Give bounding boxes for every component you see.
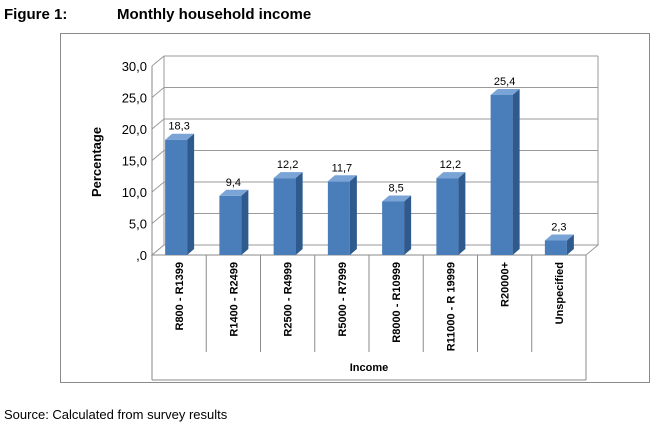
bar xyxy=(490,94,513,255)
data-label: 9,4 xyxy=(226,177,241,189)
y-tick-label: 25,0 xyxy=(122,91,147,106)
x-tick-label: R5000 - R7999 xyxy=(337,262,349,337)
gridline-connector xyxy=(151,118,165,130)
figure-label: Figure 1: xyxy=(4,6,68,23)
data-label: 11,7 xyxy=(332,162,353,174)
x-tick-label: R1400 - R2499 xyxy=(228,262,240,337)
data-label: 25,4 xyxy=(494,76,515,88)
source-note: Source: Calculated from survey results xyxy=(4,407,228,422)
bar-side xyxy=(458,172,466,255)
y-tick-label: 15,0 xyxy=(122,154,147,169)
bar-top xyxy=(273,172,303,179)
x-tick-label: R11000 - R 19999 xyxy=(445,262,457,351)
bar xyxy=(219,195,242,255)
gridline-connector xyxy=(151,150,165,161)
gridline-connector xyxy=(151,213,165,224)
bar-top xyxy=(219,189,249,196)
bar xyxy=(327,181,350,255)
x-tick-label: R20000+ xyxy=(500,262,512,307)
data-label: 12,2 xyxy=(277,159,298,171)
x-axis-label: Income xyxy=(350,362,389,374)
x-tick-label: R2500 - R4999 xyxy=(283,262,295,337)
x-tick-label: R800 - R1399 xyxy=(174,262,186,331)
bar-side xyxy=(349,175,357,255)
y-axis-label: Percentage xyxy=(89,127,104,197)
y-tick-label: ,0 xyxy=(136,248,147,263)
gridline-connector xyxy=(151,87,165,98)
bar xyxy=(544,240,567,255)
gridline-connector xyxy=(151,181,165,193)
gridline-connector xyxy=(151,55,165,67)
x-tick-label: Unspecified xyxy=(554,262,566,324)
bar-top xyxy=(436,172,466,179)
chart-floor xyxy=(150,244,600,256)
bar xyxy=(382,201,405,255)
bar-side xyxy=(566,234,574,255)
bar-top xyxy=(490,88,520,95)
bar-side xyxy=(295,172,303,255)
y-tick-label: 20,0 xyxy=(122,122,147,137)
y-tick-label: 5,0 xyxy=(129,217,147,232)
bar-top xyxy=(327,175,357,182)
bar-top xyxy=(544,234,574,241)
bar-side xyxy=(404,195,412,255)
y-tick-label: 10,0 xyxy=(122,185,147,200)
bar xyxy=(436,178,459,255)
bar-top xyxy=(382,195,412,202)
data-label: 12,2 xyxy=(440,159,461,171)
data-label: 8,5 xyxy=(388,182,403,194)
bar-top xyxy=(165,133,195,140)
y-tick-label: 30,0 xyxy=(122,59,147,74)
bar xyxy=(165,139,188,255)
bar-side xyxy=(241,189,249,255)
data-label: 2,3 xyxy=(551,222,566,234)
figure-title: Monthly household income xyxy=(117,6,312,23)
data-label: 18,3 xyxy=(168,121,189,133)
x-tick-label: R8000 - R10999 xyxy=(391,262,403,343)
bar-side xyxy=(187,133,195,255)
bar xyxy=(273,178,296,255)
bar-side xyxy=(512,88,520,255)
